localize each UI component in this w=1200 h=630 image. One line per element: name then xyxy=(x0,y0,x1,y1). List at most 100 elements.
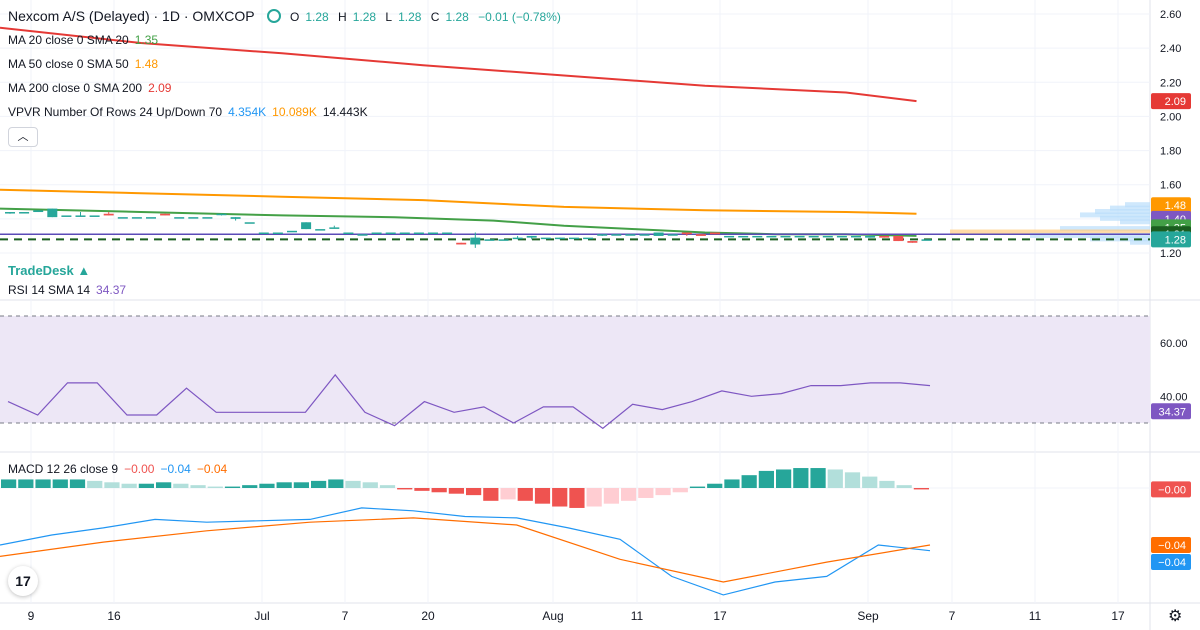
macd-line-label-bg xyxy=(1151,554,1191,570)
macd-histogram-bar xyxy=(827,469,843,488)
macd-histogram-bar xyxy=(793,468,809,488)
candle-body xyxy=(540,237,551,240)
macd-histogram-bar xyxy=(311,480,327,488)
candle-body xyxy=(484,239,495,241)
ma200-label: MA 200 close 0 SMA 200 xyxy=(8,81,143,95)
macd-legend[interactable]: MACD 12 26 close 9 −0.00 −0.04 −0.04 xyxy=(8,461,233,477)
price-axis-tick: 2.40 xyxy=(1160,43,1181,55)
rsi-line xyxy=(7,373,931,430)
candle-body xyxy=(272,232,283,235)
macd-histogram-bar xyxy=(483,488,499,501)
macd-histogram-bar xyxy=(345,480,361,488)
candle-body xyxy=(836,235,847,238)
candle-body xyxy=(230,217,241,219)
macd-hist-label-bg xyxy=(1151,481,1191,498)
ma50-value: 1.48 xyxy=(134,57,159,71)
candle-body xyxy=(498,239,509,241)
candle-body xyxy=(160,213,171,216)
price-label-bg xyxy=(1151,93,1191,110)
ma50-legend[interactable]: MA 50 close 0 SMA 50 1.48 xyxy=(8,56,164,72)
rsi-value: 34.37 xyxy=(96,283,127,297)
ma50-label: MA 50 close 0 SMA 50 xyxy=(8,57,129,71)
candle-body xyxy=(766,235,777,238)
candle-body xyxy=(879,235,890,238)
candle-body xyxy=(329,227,340,229)
ma200-legend[interactable]: MA 200 close 0 SMA 200 2.09 xyxy=(8,80,177,96)
macd-histogram-bar xyxy=(758,470,774,488)
tradedesk-marker[interactable]: TradeDesk ▲ xyxy=(8,263,90,278)
time-axis-tick: 17 xyxy=(1111,609,1125,623)
time-axis-tick: Aug xyxy=(542,609,563,623)
price-axis-tick: 2.60 xyxy=(1160,9,1181,21)
candle-body xyxy=(357,234,368,236)
macd-histogram-bar xyxy=(156,482,172,488)
macd-histogram-bar xyxy=(707,483,723,488)
ma200-value: 2.09 xyxy=(148,81,172,95)
gear-icon[interactable]: ⚙ xyxy=(1168,608,1183,625)
triangle-up-icon: ▲ xyxy=(77,263,91,278)
ma-line-ma-20 xyxy=(0,207,917,237)
price-axis-tick: 2.00 xyxy=(1160,111,1181,123)
rsi-axis-tick: 40.00 xyxy=(1160,391,1188,403)
ma20-value: 1.35 xyxy=(134,33,159,47)
candle-body xyxy=(667,234,678,236)
candle-body xyxy=(131,217,142,219)
candle-body xyxy=(258,232,269,235)
macd-histogram-bar xyxy=(224,486,241,488)
volume-profile-row xyxy=(1110,205,1150,211)
price-axis-tick: 1.20 xyxy=(1160,248,1181,260)
macd-histogram-bar xyxy=(586,488,602,507)
collapse-legend-button[interactable]: ︿ xyxy=(8,127,38,147)
rsi-value-label: 34.37 xyxy=(1158,406,1186,418)
candle-body xyxy=(343,232,354,235)
macd-signal-label-bg xyxy=(1151,537,1191,553)
candle-body xyxy=(752,235,763,238)
macd-histogram-bar xyxy=(87,480,103,488)
macd-histogram-bar xyxy=(534,488,551,504)
candle-body xyxy=(583,237,594,240)
macd-hist-label: −0.00 xyxy=(1158,484,1186,496)
candle-body xyxy=(526,235,537,238)
time-axis-tick: 17 xyxy=(713,609,727,623)
candle-body xyxy=(19,212,30,214)
candle-body xyxy=(75,215,86,217)
macd-histogram-bar xyxy=(121,483,137,488)
candle-body xyxy=(569,237,579,240)
macd-histogram-bar xyxy=(638,488,654,498)
price-label-bg xyxy=(1151,231,1191,248)
time-axis-tick: 9 xyxy=(28,609,35,623)
macd-histogram-bar xyxy=(362,482,378,488)
volume-profile-row xyxy=(1080,212,1150,218)
ohlc-l-label: L xyxy=(385,10,393,24)
volume-profile-row xyxy=(1125,202,1150,208)
candle-body xyxy=(117,217,128,219)
ohlc-o-value: 1.28 xyxy=(305,10,329,24)
ohlc-h-value: 1.28 xyxy=(352,10,377,24)
macd-histogram-bar xyxy=(1,479,17,488)
candle-body xyxy=(794,235,805,238)
time-axis-tick: 7 xyxy=(342,609,349,623)
volume-profile-row xyxy=(1060,226,1150,232)
candle-body xyxy=(710,232,720,235)
candle-body xyxy=(512,237,523,240)
volume-profile-row xyxy=(1095,209,1150,215)
macd-histogram-bar xyxy=(379,485,396,488)
ma20-legend[interactable]: MA 20 close 0 SMA 20 1.35 xyxy=(8,32,164,48)
macd-histogram-bar xyxy=(138,483,154,488)
candle-body xyxy=(202,217,213,219)
ma20-label: MA 20 close 0 SMA 20 xyxy=(8,33,129,47)
macd-histogram-bar xyxy=(293,482,309,488)
candle-body xyxy=(893,235,904,242)
macd-histogram-bar xyxy=(552,488,568,507)
candle-body xyxy=(470,237,481,245)
macd-histogram-bar xyxy=(776,469,792,488)
vpvr-legend[interactable]: VPVR Number Of Rows 24 Up/Down 70 4.354K 1… xyxy=(8,104,374,120)
macd-histogram-bar xyxy=(741,475,757,488)
vpvr-up: 4.354K xyxy=(228,105,267,119)
rsi-legend[interactable]: RSI 14 SMA 14 34.37 xyxy=(8,282,133,298)
macd-histogram-bar xyxy=(862,476,878,488)
logo-icon[interactable]: 17 xyxy=(8,566,38,596)
macd-histogram-bar xyxy=(810,468,826,488)
macd-histogram-bar xyxy=(517,488,533,501)
